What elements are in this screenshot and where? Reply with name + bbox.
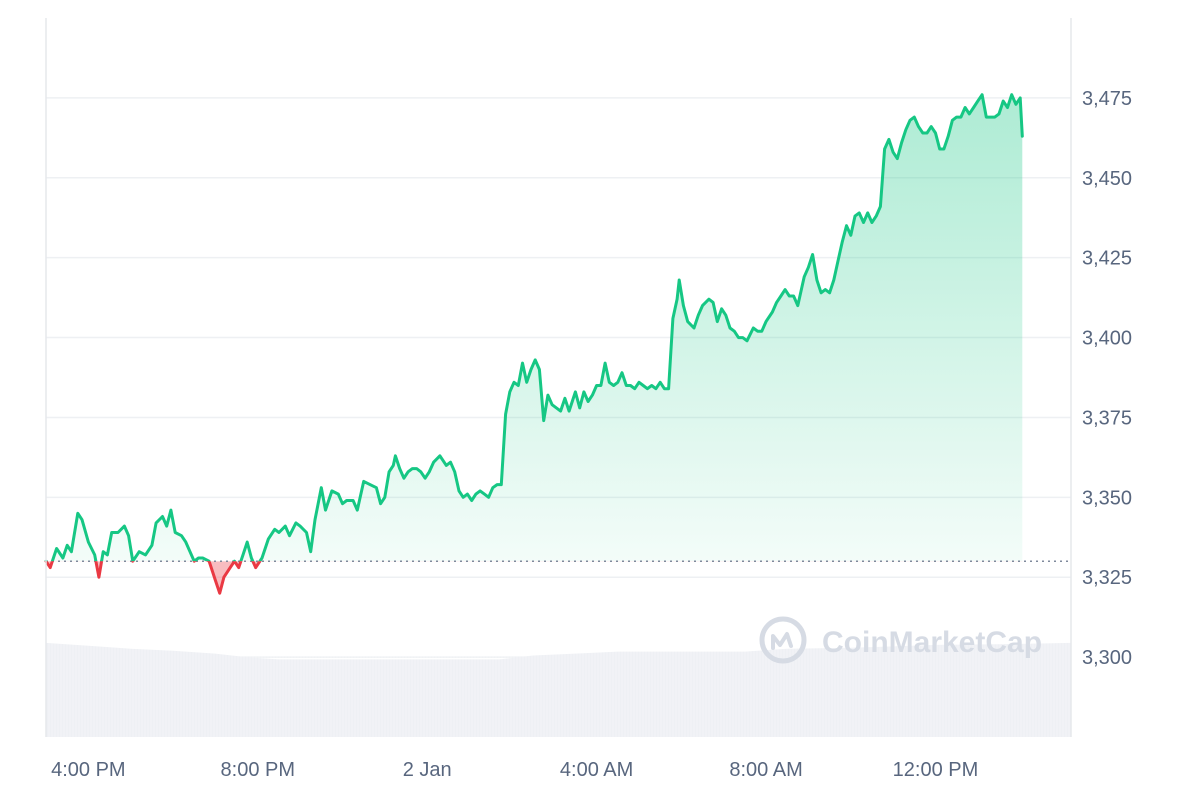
price-line-up bbox=[44, 93, 1024, 562]
area-above-baseline bbox=[46, 94, 1023, 562]
y-tick-label: 3,325 bbox=[1082, 567, 1132, 589]
y-tick-label: 3,475 bbox=[1082, 88, 1132, 110]
y-tick-label: 3,375 bbox=[1082, 407, 1132, 429]
x-tick-label: 4:00 AM bbox=[560, 759, 633, 781]
watermark-text: CoinMarketCap bbox=[822, 626, 1042, 659]
y-axis-labels: 3,300 3,325 3,350 3,375 3,400 3,425 3,450 3,475 bbox=[1082, 88, 1132, 669]
chart-frame bbox=[45, 18, 1072, 737]
x-tick-label: 2 Jan bbox=[403, 759, 452, 781]
price-line bbox=[44, 93, 1024, 595]
y-tick-label: 3,400 bbox=[1082, 328, 1132, 350]
x-tick-label: 8:00 AM bbox=[729, 759, 802, 781]
x-axis-labels: 4:00 PM 8:00 PM 2 Jan 4:00 AM 8:00 AM 12:00 P… bbox=[51, 759, 978, 781]
volume-shape bbox=[46, 642, 1071, 737]
y-tick-label: 3,450 bbox=[1082, 168, 1132, 190]
price-area-fill bbox=[46, 94, 1023, 594]
y-tick-label: 3,300 bbox=[1082, 647, 1132, 669]
volume-area bbox=[45, 640, 1071, 737]
price-line-down bbox=[44, 561, 262, 595]
x-tick-label: 8:00 PM bbox=[221, 759, 295, 781]
y-tick-label: 3,350 bbox=[1082, 487, 1132, 509]
watermark: CoinMarketCap bbox=[759, 616, 1042, 664]
x-tick-label: 12:00 PM bbox=[893, 759, 979, 781]
coinmarketcap-logo-icon bbox=[759, 616, 807, 664]
x-tick-label: 4:00 PM bbox=[51, 759, 125, 781]
y-tick-label: 3,425 bbox=[1082, 248, 1132, 270]
